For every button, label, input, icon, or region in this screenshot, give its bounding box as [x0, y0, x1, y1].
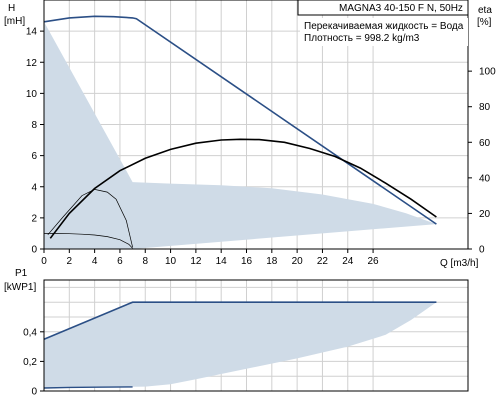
x-tick-label: 2	[67, 256, 73, 267]
min-head-curve	[44, 233, 133, 249]
y2-tick-label: 40	[479, 173, 491, 184]
liquid-info: Перекачиваемая жидкость = Вода	[304, 21, 464, 32]
efficiency-axis-label: eta	[478, 5, 492, 16]
power-series	[43, 301, 437, 389]
info-box	[300, 18, 468, 46]
x-tick-label: 8	[142, 256, 148, 267]
x-tick-label: 20	[292, 256, 304, 267]
x-tick-label: 22	[317, 256, 329, 267]
y2-tick-label: 0	[479, 245, 485, 256]
x-tick-label: 16	[241, 256, 253, 267]
x-tick-label: 6	[117, 256, 123, 267]
y2-tick-label: 80	[479, 102, 491, 113]
power-y-ticks: 0 0,2 0,4	[23, 327, 44, 398]
operating-area-fill	[44, 21, 437, 249]
x-tick-label: 0	[41, 256, 47, 267]
head-x-ticks: 0 2 4 6 8 10 12 14 16 18 20 22 24 26	[41, 249, 379, 267]
y-tick-label: 10	[26, 89, 38, 100]
x-tick-label: 14	[216, 256, 228, 267]
power-area-fill	[44, 302, 437, 388]
x-tick-label: 4	[92, 256, 98, 267]
x-tick-label: 10	[165, 256, 177, 267]
head-series	[43, 15, 437, 249]
power-axis-label: P1	[15, 268, 28, 279]
y-tick-label: 8	[31, 120, 37, 131]
y-tick-label: 2	[31, 213, 37, 224]
power-y-tick-label: 0,2	[23, 357, 37, 368]
y-tick-label: 12	[26, 58, 38, 69]
y-tick-label: 4	[31, 182, 37, 193]
max-efficiency-curve	[49, 138, 437, 239]
efficiency-axis-unit: [%]	[477, 17, 492, 28]
power-plot-frame	[43, 279, 469, 392]
y-tick-label: 14	[26, 27, 38, 38]
x-tick-label: 24	[342, 256, 354, 267]
density-info: Плотность = 998.2 kg/m3	[304, 33, 420, 44]
x-tick-label: 12	[190, 256, 202, 267]
x-tick-label: 18	[266, 256, 278, 267]
min-power-curve	[43, 386, 133, 389]
max-head-curve	[43, 15, 437, 225]
power-y-tick-label: 0,4	[23, 327, 37, 338]
power-chart: 0 0,2 0,4 P1 [kWP1]	[4, 268, 469, 398]
chart-title: MAGNA3 40-150 F N, 50Hz	[339, 3, 463, 14]
y2-tick-label: 60	[479, 138, 491, 149]
title-box	[297, 0, 469, 16]
flow-axis-label: Q [m3/h]	[440, 258, 479, 269]
efficiency-y-ticks: 0 20 40 60 80 100	[468, 67, 496, 256]
head-axis-label: H	[8, 3, 15, 14]
y2-tick-label: 20	[479, 209, 491, 220]
x-tick-label: 26	[368, 256, 380, 267]
max-power-curve	[43, 301, 437, 340]
power-axis-unit: [kWP1]	[4, 282, 36, 293]
min-efficiency-curve	[47, 189, 133, 248]
x-axis-label-box	[437, 257, 469, 270]
y-tick-label: 0	[31, 245, 37, 256]
power-y-tick-label: 0	[31, 387, 37, 398]
head-axis-unit: [mH]	[4, 16, 25, 27]
y-tick-label: 6	[31, 151, 37, 162]
y2-tick-label: 100	[479, 67, 496, 78]
head-y-ticks: 0 2 4 6 8 10 12 14	[26, 27, 44, 256]
